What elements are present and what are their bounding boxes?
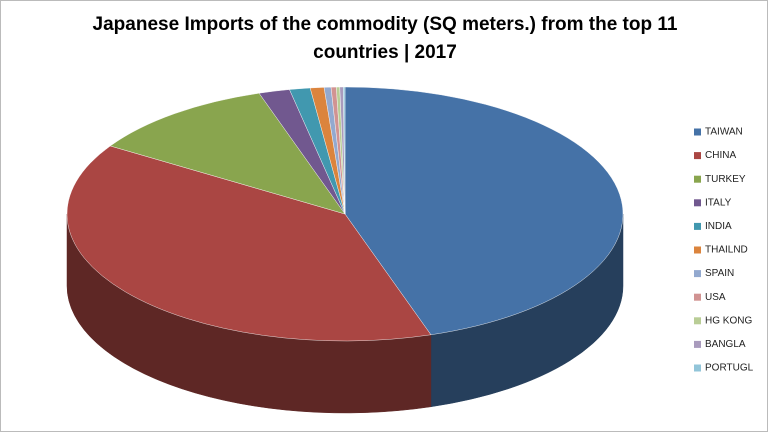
legend-swatch (694, 222, 701, 230)
legend-label: TURKEY (705, 174, 746, 185)
legend-label: CHINA (705, 150, 736, 161)
legend-swatch (694, 199, 701, 207)
slice (66, 145, 432, 342)
legend-label: TAIWAN (705, 127, 743, 138)
legend-label: USA (705, 292, 726, 303)
slice (343, 86, 346, 215)
chart-title: Japanese Imports of the commodity (SQ me… (92, 14, 678, 63)
slice (344, 86, 624, 335)
legend-swatch (694, 340, 701, 348)
legend-label: PORTUGL (705, 363, 754, 374)
legend-swatch (694, 270, 701, 278)
legend-swatch (694, 175, 701, 183)
legend-label: INDIA (705, 221, 732, 232)
legend-label: HG KONG (705, 315, 752, 326)
legend-swatch (694, 293, 701, 301)
legend-swatch (694, 246, 701, 254)
legend-label: SPAIN (705, 268, 734, 279)
legend-swatch (694, 317, 701, 325)
legend-swatch (694, 152, 701, 160)
legend-swatch (694, 128, 701, 136)
legend-swatch (694, 364, 701, 372)
legend-label: THAILND (705, 245, 748, 256)
slice (109, 92, 346, 215)
legend-label: BANGLA (705, 339, 746, 350)
legend-label: ITALY (705, 197, 732, 208)
